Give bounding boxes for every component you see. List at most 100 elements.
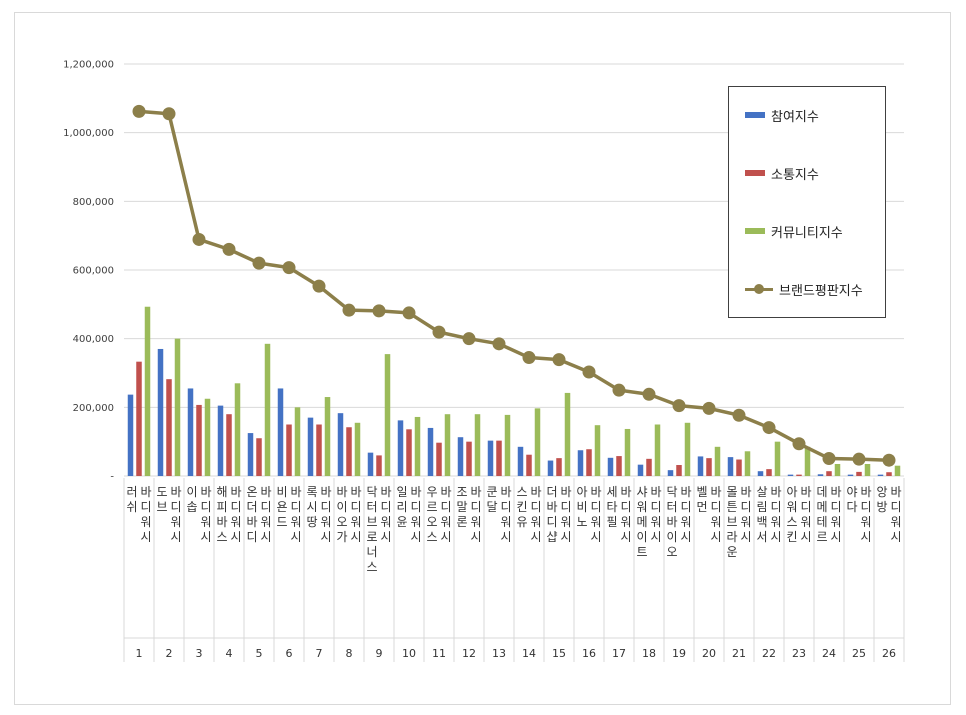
category-label-char: 디 — [710, 500, 721, 514]
bar-3-22 — [774, 441, 781, 476]
category-label-char: 디 — [246, 530, 257, 544]
category-label-char: 시 — [350, 530, 361, 544]
category-label-char: 이 — [186, 485, 197, 499]
category-label-char: 땅 — [306, 515, 317, 529]
brand-reputation-point-2 — [162, 107, 176, 121]
category-label-char: 시 — [620, 530, 631, 544]
bar-3-13 — [504, 414, 511, 476]
category-label-char: 워 — [830, 515, 841, 529]
category-label-char: 디 — [350, 500, 361, 514]
category-label-char: 메 — [816, 500, 827, 514]
category-label-char: 브 — [156, 500, 167, 514]
bar-3-2 — [174, 338, 181, 476]
bar-3-7 — [324, 397, 331, 476]
category-label-char: 다 — [846, 500, 857, 514]
category-label-char: 워 — [530, 515, 541, 529]
category-label-char: 더 — [546, 485, 557, 499]
category-label-char: 바 — [320, 485, 331, 499]
category-label-char: 메 — [636, 515, 647, 529]
category-label-char: 시 — [770, 530, 781, 544]
category-label-char: 시 — [740, 530, 751, 544]
category-label-char: 워 — [290, 515, 301, 529]
bar-1-13 — [487, 440, 494, 476]
bar-1-15 — [547, 460, 554, 476]
category-label-char: 비 — [576, 500, 587, 514]
category-label-char: 바 — [350, 485, 361, 499]
brand-reputation-point-10 — [402, 306, 416, 320]
category-label-char: 르 — [426, 500, 437, 514]
category-label-char: 조 — [456, 485, 467, 499]
category-label-char: 바 — [770, 485, 781, 499]
category-number: 4 — [226, 647, 233, 660]
category-label-char: 샤 — [636, 485, 647, 499]
category-label-char: 닥 — [666, 485, 677, 499]
category-number: 26 — [882, 647, 896, 660]
brand-reputation-point-1 — [132, 104, 146, 118]
brand-reputation-point-17 — [612, 383, 626, 397]
category-label-char: 바 — [740, 485, 751, 499]
brand-reputation-point-13 — [492, 337, 506, 351]
category-label-char: 킨 — [516, 500, 527, 514]
category-label-char: 로 — [366, 530, 377, 544]
category-label-char: 바 — [410, 485, 421, 499]
legend-item-communication: 소통지수 — [745, 163, 819, 183]
category-label-char: 워 — [560, 515, 571, 529]
category-label-char: 워 — [590, 515, 601, 529]
bar-3-9 — [384, 354, 391, 476]
category-label-char: 디 — [650, 500, 661, 514]
category-label-char: 바 — [500, 485, 511, 499]
category-label-char: 더 — [246, 500, 257, 514]
category-label-char: 솝 — [186, 500, 197, 514]
category-label-char: 쿤 — [486, 485, 497, 499]
category-label-char: 바 — [590, 485, 601, 499]
brand-reputation-point-6 — [282, 261, 296, 275]
category-label-char: 시 — [830, 530, 841, 544]
category-label-char: 바 — [290, 485, 301, 499]
y-tick-label: 400,000 — [73, 334, 114, 345]
category-label-char: 쉬 — [126, 500, 137, 514]
category-label-char: 시 — [140, 530, 151, 544]
category-number: 20 — [702, 647, 716, 660]
category-label-char: 디 — [680, 500, 691, 514]
category-label-char: 바 — [140, 485, 151, 499]
bar-1-11 — [427, 427, 434, 476]
bar-2-16 — [586, 449, 592, 476]
category-label-char: 워 — [770, 515, 781, 529]
bar-1-7 — [307, 417, 314, 476]
bar-2-8 — [346, 427, 352, 476]
category-number: 1 — [136, 647, 143, 660]
category-label-char: 드 — [276, 515, 287, 529]
category-label-char: 워 — [740, 515, 751, 529]
bar-1-5 — [247, 433, 254, 476]
category-label-char: 바 — [680, 485, 691, 499]
bar-2-7 — [316, 424, 322, 476]
bar-3-20 — [714, 446, 721, 476]
bar-3-12 — [474, 414, 481, 476]
category-label-char: 워 — [200, 515, 211, 529]
brand-reputation-point-12 — [462, 332, 476, 346]
category-number: 8 — [346, 647, 353, 660]
bar-2-19 — [676, 465, 682, 476]
category-label-char: 앙 — [876, 485, 887, 499]
legend-label-community: 커뮤니티지수 — [771, 225, 843, 241]
category-label-char: 디 — [440, 500, 451, 514]
brand-reputation-point-4 — [222, 242, 236, 256]
brand-reputation-point-7 — [312, 279, 326, 293]
brand-reputation-point-14 — [522, 351, 536, 365]
brand-reputation-point-3 — [192, 232, 206, 246]
bar-2-3 — [196, 404, 202, 476]
category-number: 14 — [522, 647, 536, 660]
brand-reputation-point-18 — [642, 387, 656, 401]
y-tick-label: 800,000 — [73, 197, 114, 208]
category-label-char: 디 — [530, 500, 541, 514]
category-label-char: 디 — [890, 500, 901, 514]
category-label-char: 필 — [606, 515, 617, 529]
category-label-char: 킨 — [786, 530, 797, 544]
category-label-char: 시 — [470, 530, 481, 544]
category-label-char: 세 — [606, 485, 617, 499]
legend-swatch-community — [745, 228, 765, 234]
category-label-char: 워 — [350, 515, 361, 529]
category-label-char: 가 — [336, 530, 347, 544]
category-label-char: 시 — [890, 530, 901, 544]
category-number: 15 — [552, 647, 566, 660]
